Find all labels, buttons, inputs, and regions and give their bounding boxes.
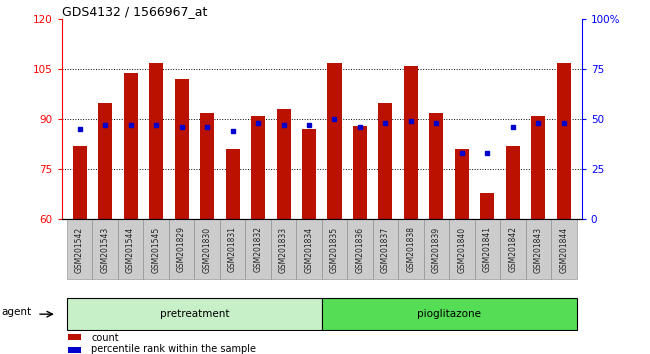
FancyBboxPatch shape — [372, 219, 398, 279]
Text: GSM201844: GSM201844 — [560, 227, 568, 273]
Bar — [68, 347, 81, 353]
FancyBboxPatch shape — [398, 219, 424, 279]
Bar — [506, 146, 520, 219]
FancyBboxPatch shape — [449, 219, 474, 279]
Bar — [378, 103, 393, 219]
Text: GSM201542: GSM201542 — [75, 227, 84, 273]
Text: GSM201545: GSM201545 — [151, 226, 161, 273]
Text: pretreatment: pretreatment — [159, 309, 229, 319]
FancyBboxPatch shape — [296, 219, 322, 279]
FancyBboxPatch shape — [474, 219, 500, 279]
FancyBboxPatch shape — [169, 219, 194, 279]
Text: GSM201543: GSM201543 — [101, 226, 110, 273]
Text: GDS4132 / 1566967_at: GDS4132 / 1566967_at — [62, 5, 207, 18]
Text: GSM201837: GSM201837 — [381, 227, 390, 273]
Bar — [532, 116, 545, 219]
Text: GSM201829: GSM201829 — [177, 227, 186, 273]
Bar — [353, 126, 367, 219]
Text: GSM201833: GSM201833 — [279, 227, 288, 273]
Bar — [302, 130, 316, 219]
FancyBboxPatch shape — [143, 219, 169, 279]
Bar — [73, 146, 86, 219]
FancyBboxPatch shape — [194, 219, 220, 279]
Text: GSM201842: GSM201842 — [508, 227, 517, 273]
Bar — [226, 149, 240, 219]
Text: GSM201835: GSM201835 — [330, 227, 339, 273]
Bar — [200, 113, 214, 219]
FancyBboxPatch shape — [424, 219, 449, 279]
Text: GSM201836: GSM201836 — [356, 227, 365, 273]
FancyBboxPatch shape — [92, 219, 118, 279]
FancyBboxPatch shape — [500, 219, 526, 279]
Text: GSM201544: GSM201544 — [126, 226, 135, 273]
Text: GSM201838: GSM201838 — [406, 227, 415, 273]
Bar — [404, 66, 418, 219]
FancyBboxPatch shape — [67, 298, 322, 330]
FancyBboxPatch shape — [67, 219, 92, 279]
Bar — [98, 103, 112, 219]
FancyBboxPatch shape — [271, 219, 296, 279]
FancyBboxPatch shape — [551, 219, 577, 279]
Text: pioglitazone: pioglitazone — [417, 309, 481, 319]
Bar — [251, 116, 265, 219]
Text: GSM201841: GSM201841 — [483, 227, 492, 273]
Text: GSM201843: GSM201843 — [534, 227, 543, 273]
FancyBboxPatch shape — [347, 219, 372, 279]
Bar — [124, 73, 138, 219]
Text: GSM201840: GSM201840 — [458, 227, 467, 273]
Text: percentile rank within the sample: percentile rank within the sample — [91, 344, 256, 354]
Bar — [175, 80, 188, 219]
Text: count: count — [91, 333, 118, 343]
Text: GSM201831: GSM201831 — [228, 227, 237, 273]
Bar — [149, 63, 163, 219]
FancyBboxPatch shape — [118, 219, 143, 279]
Bar — [68, 335, 81, 340]
Bar — [455, 149, 469, 219]
Text: GSM201839: GSM201839 — [432, 227, 441, 273]
FancyBboxPatch shape — [322, 298, 577, 330]
Text: GSM201834: GSM201834 — [304, 227, 313, 273]
Bar — [328, 63, 341, 219]
Text: agent: agent — [1, 308, 31, 318]
FancyBboxPatch shape — [526, 219, 551, 279]
Text: GSM201832: GSM201832 — [254, 227, 263, 273]
Bar — [430, 113, 443, 219]
FancyBboxPatch shape — [220, 219, 245, 279]
Bar — [276, 109, 291, 219]
FancyBboxPatch shape — [245, 219, 271, 279]
Bar — [557, 63, 571, 219]
Text: GSM201830: GSM201830 — [203, 227, 211, 273]
FancyBboxPatch shape — [322, 219, 347, 279]
Bar — [480, 193, 495, 219]
